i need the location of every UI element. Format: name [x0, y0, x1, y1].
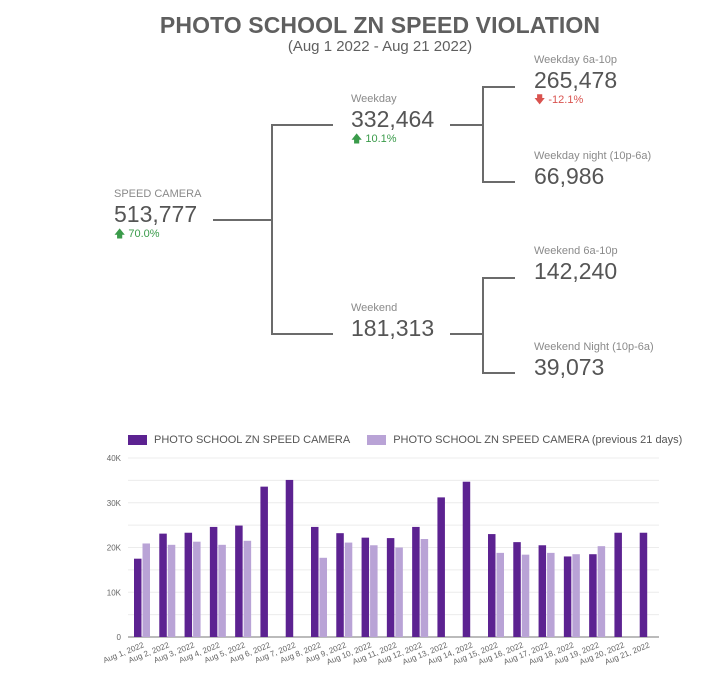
- bar-current: [563, 556, 572, 637]
- node-weekday-night: Weekday night (10p-6a) 66,986: [534, 150, 651, 189]
- bar-current: [386, 538, 395, 637]
- bar-previous: [193, 541, 201, 637]
- node-weekday-day: Weekday 6a-10p 265,478 🡇 -12.1%: [534, 54, 617, 107]
- node-label: Weekday: [351, 93, 397, 105]
- bar-current: [437, 497, 445, 637]
- bar-previous: [167, 544, 176, 637]
- arrow-up-icon: 🡅: [114, 228, 126, 240]
- bar-current: [589, 554, 597, 637]
- bar-current: [462, 481, 471, 637]
- node-label: Weekend: [351, 302, 398, 314]
- y-tick-label: 40K: [107, 454, 122, 463]
- page-title: PHOTO SCHOOL ZN SPEED VIOLATION: [159, 12, 601, 38]
- node-label: SPEED CAMERA: [114, 188, 202, 200]
- bar-current: [184, 532, 193, 637]
- bar-previous: [420, 538, 429, 637]
- legend-item-current[interactable]: PHOTO SCHOOL ZN SPEED CAMERA: [128, 434, 350, 446]
- bar-previous: [521, 554, 530, 637]
- connector-weekend-day-arm: [482, 277, 515, 279]
- node-delta: 🡅 70.0%: [114, 228, 160, 240]
- bar-previous: [218, 544, 226, 637]
- bar-current: [260, 486, 268, 637]
- bar-current: [412, 526, 420, 637]
- connector-weekday-day-arm: [482, 86, 515, 88]
- bar-previous: [496, 552, 504, 637]
- node-label: Weekend 6a-10p: [534, 245, 618, 257]
- node-weekend: Weekend 181,313: [351, 302, 434, 341]
- arrow-up-icon: 🡅: [351, 133, 363, 145]
- bar-previous: [344, 542, 353, 637]
- legend-swatch-previous: [367, 435, 387, 445]
- node-label: Weekday 6a-10p: [534, 54, 617, 66]
- y-tick-label: 30K: [107, 499, 122, 508]
- bar-previous: [370, 545, 378, 637]
- bar-current: [159, 533, 167, 637]
- date-range-subtitle: (Aug 1 2022 - Aug 21 2022): [287, 38, 473, 55]
- node-value: 142,240: [534, 258, 618, 284]
- node-delta: 🡅 10.1%: [351, 133, 397, 145]
- chart-legend: PHOTO SCHOOL ZN SPEED CAMERA PHOTO SCHOO…: [128, 434, 699, 446]
- node-value: 39,073: [534, 354, 605, 380]
- bar-current: [235, 525, 243, 637]
- bar-previous: [547, 552, 555, 637]
- bar-current: [488, 534, 496, 637]
- connector-weekday-stub: [450, 124, 484, 126]
- connector-root-vertical: [271, 124, 273, 335]
- y-tick-label: 0: [117, 633, 122, 642]
- connector-weekday-vertical: [482, 86, 484, 183]
- node-value: 265,478: [534, 67, 618, 93]
- bar-current: [134, 558, 142, 637]
- bar-previous: [597, 546, 606, 637]
- bar-current: [614, 532, 622, 637]
- node-value: 181,313: [351, 315, 435, 341]
- legend-swatch-current: [128, 435, 147, 445]
- bar-current: [513, 542, 521, 637]
- bar-current: [209, 526, 218, 637]
- node-speed-camera: SPEED CAMERA 513,777 🡅 70.0%: [114, 188, 201, 241]
- bar-previous: [395, 547, 403, 637]
- node-label: Weekday night (10p-6a): [534, 150, 652, 162]
- node-value: 66,986: [534, 163, 605, 189]
- bar-current: [336, 533, 344, 637]
- bar-current: [311, 526, 319, 637]
- node-label: Weekend Night (10p-6a): [534, 341, 654, 353]
- bar-current: [639, 532, 648, 637]
- bar-current: [285, 479, 294, 637]
- bar-previous: [572, 554, 580, 637]
- node-weekday: Weekday 332,464 🡅 10.1%: [351, 93, 434, 146]
- connector-weekend-vertical: [482, 277, 484, 374]
- bar-previous: [142, 543, 150, 637]
- bar-previous: [319, 557, 327, 637]
- y-tick-label: 10K: [107, 588, 122, 597]
- node-weekend-day: Weekend 6a-10p 142,240: [534, 245, 618, 284]
- connector-weekend-stub: [450, 333, 484, 335]
- connector-weekday-arm: [271, 124, 333, 126]
- node-weekend-night: Weekend Night (10p-6a) 39,073: [534, 341, 654, 380]
- connector-weekend-night-arm: [482, 372, 515, 374]
- connector-weekend-arm: [271, 333, 333, 335]
- node-value: 513,777: [114, 201, 198, 227]
- bar-current: [361, 537, 370, 637]
- bar-previous: [243, 540, 252, 637]
- bar-current: [538, 545, 547, 637]
- node-value: 332,464: [351, 106, 435, 132]
- connector-weekday-night-arm: [482, 181, 515, 183]
- y-tick-label: 20K: [107, 544, 122, 553]
- arrow-down-icon: 🡇: [534, 94, 546, 106]
- node-delta: 🡇 -12.1%: [534, 94, 584, 106]
- legend-item-previous[interactable]: PHOTO SCHOOL ZN SPEED CAMERA (previous 2…: [367, 434, 682, 446]
- connector-root-stub: [213, 219, 273, 221]
